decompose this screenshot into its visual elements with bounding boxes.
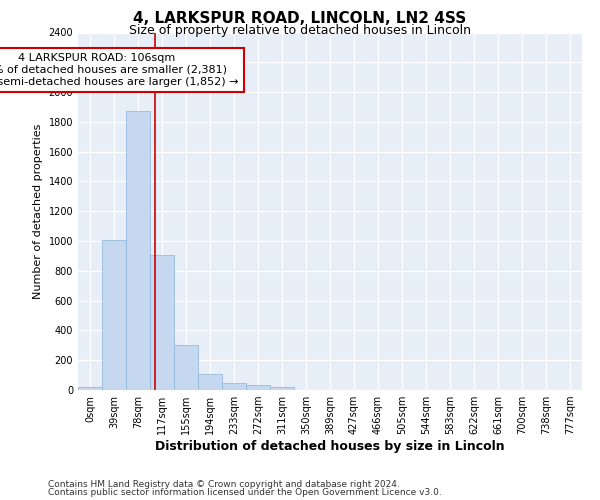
Text: 4, LARKSPUR ROAD, LINCOLN, LN2 4SS: 4, LARKSPUR ROAD, LINCOLN, LN2 4SS xyxy=(133,11,467,26)
Bar xyxy=(222,382,246,390)
Bar xyxy=(174,344,198,390)
Text: 4 LARKSPUR ROAD: 106sqm
← 56% of detached houses are smaller (2,381)
43% of semi: 4 LARKSPUR ROAD: 106sqm ← 56% of detache… xyxy=(0,54,238,86)
Bar xyxy=(198,374,222,390)
Bar xyxy=(78,387,102,390)
Bar xyxy=(126,112,150,390)
Bar xyxy=(102,240,126,390)
Bar xyxy=(246,385,270,390)
Bar xyxy=(270,388,294,390)
Bar xyxy=(150,255,174,390)
Text: Contains public sector information licensed under the Open Government Licence v3: Contains public sector information licen… xyxy=(48,488,442,497)
Text: Size of property relative to detached houses in Lincoln: Size of property relative to detached ho… xyxy=(129,24,471,37)
Text: Contains HM Land Registry data © Crown copyright and database right 2024.: Contains HM Land Registry data © Crown c… xyxy=(48,480,400,489)
Y-axis label: Number of detached properties: Number of detached properties xyxy=(33,124,43,299)
X-axis label: Distribution of detached houses by size in Lincoln: Distribution of detached houses by size … xyxy=(155,440,505,453)
